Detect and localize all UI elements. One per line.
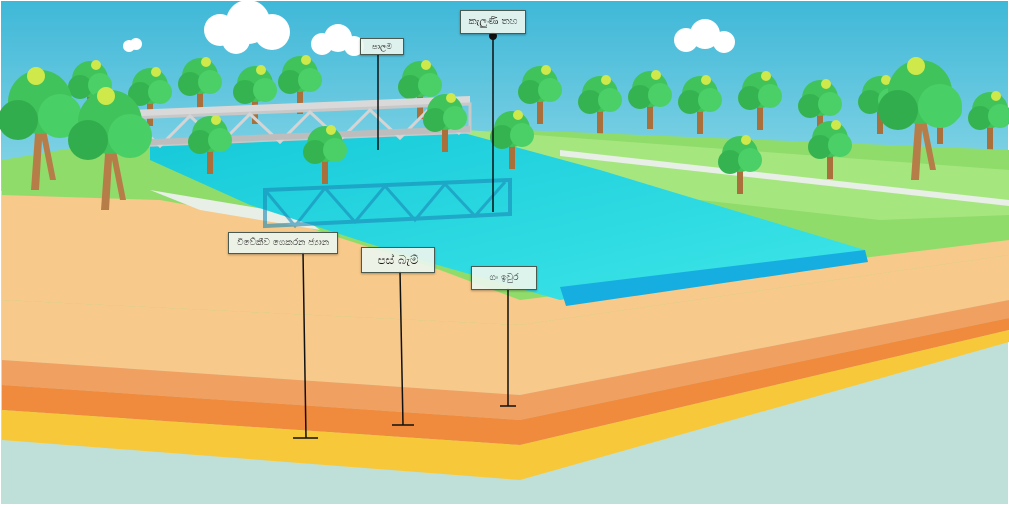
footpath — [150, 190, 320, 230]
cloud — [674, 19, 735, 53]
label-bank-slope: විවේකීව ගෙකරන ජ්‍යාන — [228, 232, 338, 254]
label-river-edge: ගං ඉවුර — [471, 266, 537, 290]
cloud — [311, 24, 364, 56]
pointer-lines — [293, 36, 516, 439]
label-channel-bed: කැලුණි තහ — [460, 10, 526, 34]
cloud — [204, 0, 290, 54]
label-bridge: පාලම — [360, 38, 404, 55]
cloud — [123, 38, 142, 52]
bridge-reflection — [263, 177, 512, 229]
soil-layers — [2, 255, 1009, 480]
bank-slope — [2, 195, 1009, 325]
pointer-dot — [489, 32, 497, 40]
label-pass-dam: පස් බැම් — [361, 247, 435, 273]
